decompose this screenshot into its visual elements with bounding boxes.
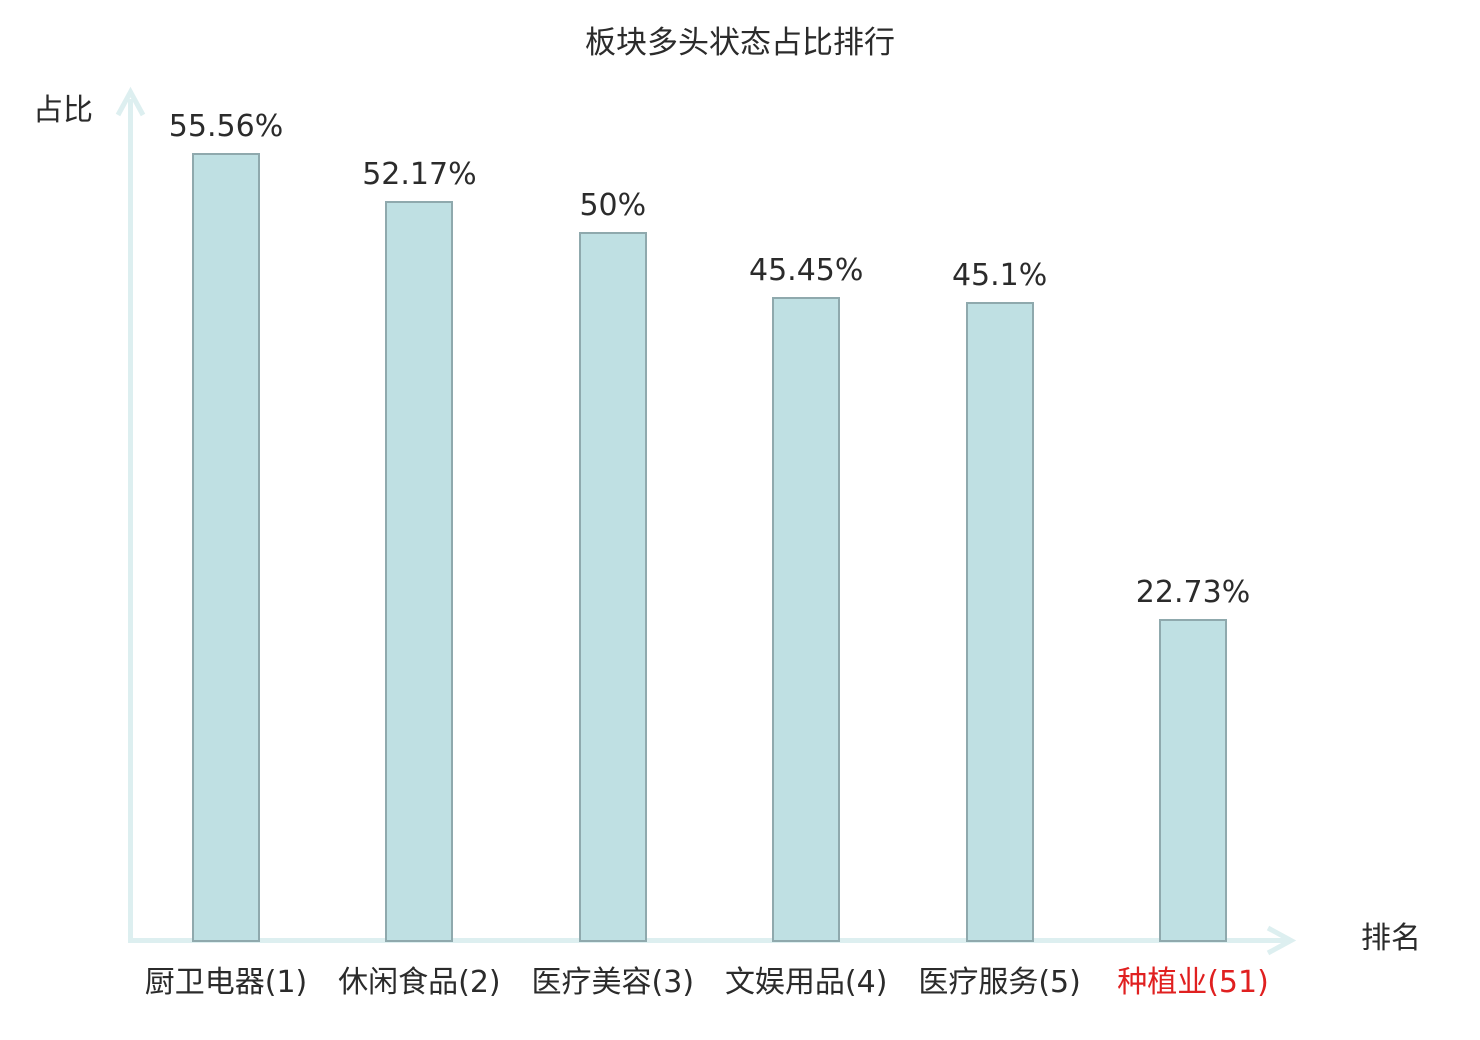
- category-label-1: 厨卫电器(1): [144, 965, 308, 1000]
- bar-1: [192, 153, 260, 942]
- plot-area: 55.56% 厨卫电器(1) 52.17% 休闲食品(2) 50% 医疗美容(3) 45.4…: [128, 90, 1318, 999]
- chart-title: 板块多头状态占比排行: [585, 25, 895, 61]
- category-label-5: 医疗服务(5): [918, 965, 1081, 1000]
- bar-value-label-3: 50%: [579, 188, 647, 223]
- y-axis-arrow-icon: [115, 86, 146, 117]
- bar-value-label-2: 52.17%: [362, 157, 477, 193]
- bar-6: [1159, 619, 1227, 942]
- bar-4: [772, 296, 841, 942]
- bar-value-label-1: 55.56%: [168, 109, 284, 144]
- y-axis-title: 占比: [33, 93, 93, 128]
- category-label-2: 休闲食品(2): [338, 965, 501, 1000]
- bar-5: [965, 301, 1034, 942]
- bar-3: [578, 232, 647, 942]
- x-axis-title: 排名: [1361, 921, 1421, 956]
- x-axis-arrow-icon: [1266, 925, 1297, 956]
- bar-value-label-4: 45.45%: [748, 252, 864, 288]
- bar-value-label-6: 22.73%: [1135, 575, 1251, 611]
- category-label-4: 文娱用品(4): [724, 965, 888, 1000]
- x-axis: [128, 925, 1297, 956]
- category-label-6: 种植业(51): [1117, 965, 1269, 1000]
- category-label-3: 医疗美容(3): [531, 965, 695, 1000]
- bar-2: [385, 201, 454, 942]
- y-axis: [115, 86, 146, 942]
- bar-value-label-5: 45.1%: [951, 257, 1048, 293]
